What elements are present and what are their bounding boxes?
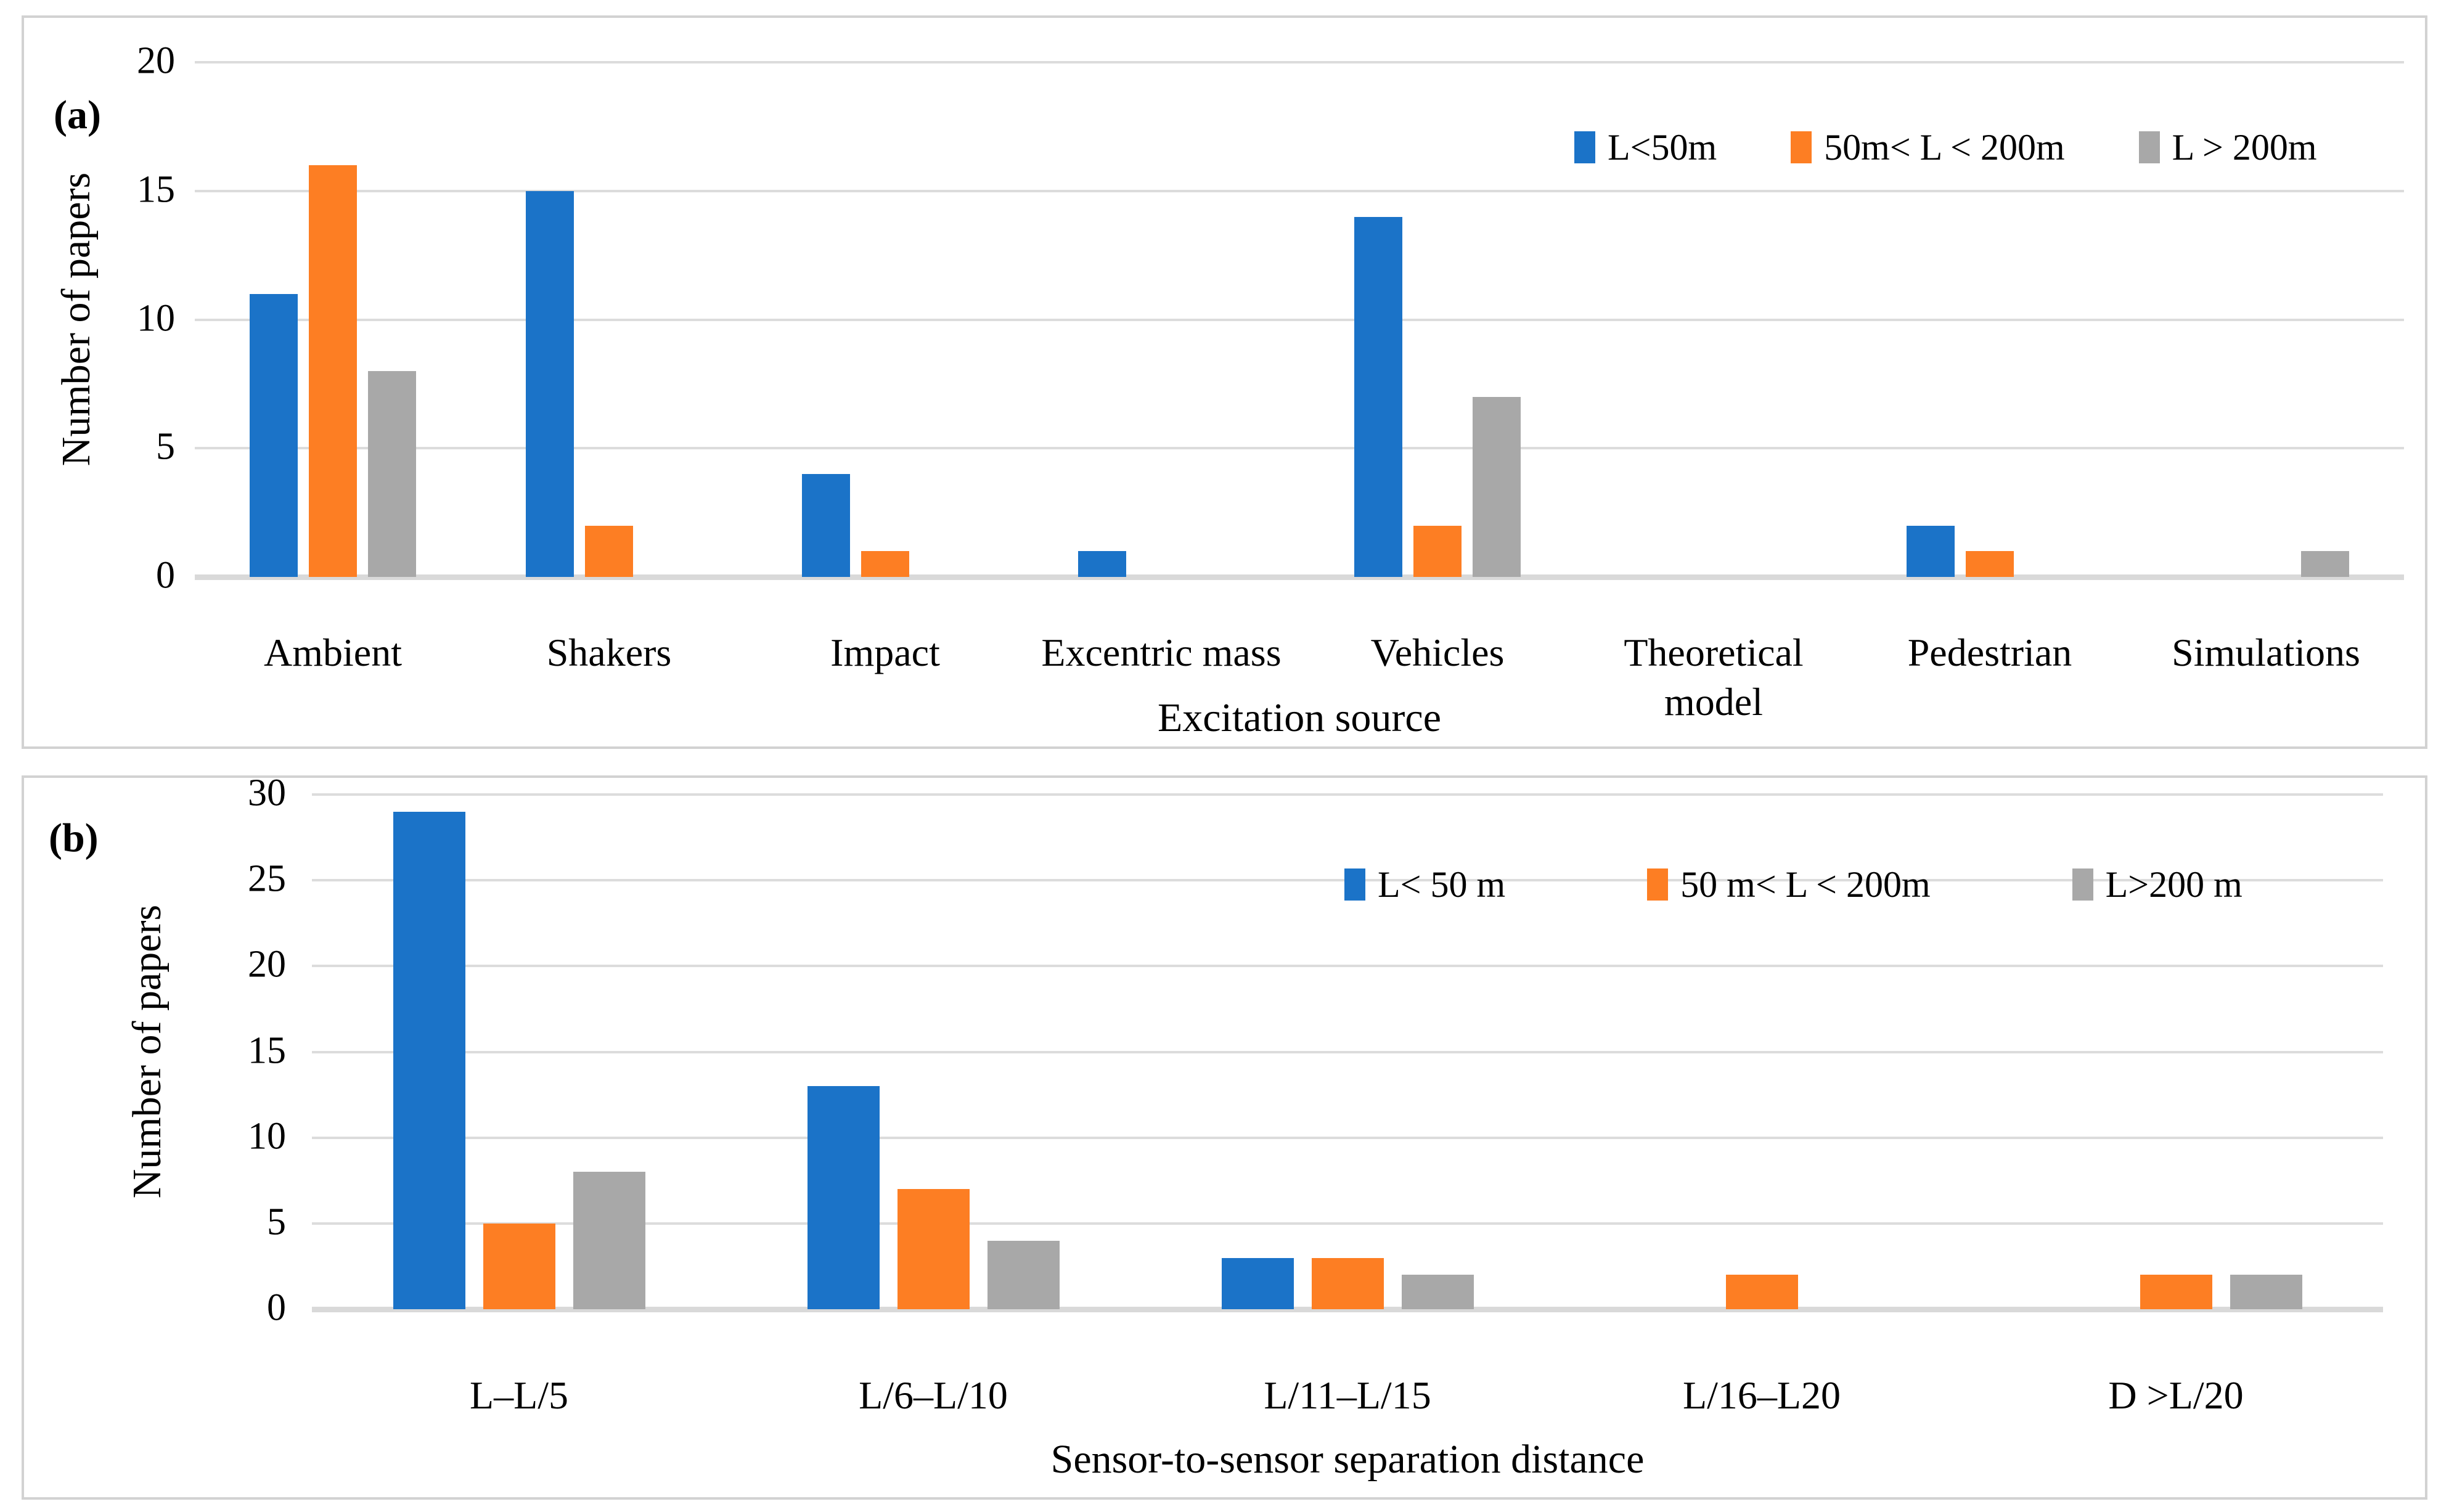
bar [987,1240,1060,1309]
gridline [195,189,2404,192]
x-category-label: Excentric mass [1041,631,1282,674]
legend-label: L<50m [1608,127,1717,168]
figure-panel-a: (a) Number of papers Excitation source 0… [22,15,2427,749]
legend-label: L< 50 m [1378,864,1506,905]
bar [1078,551,1126,577]
bar [897,1189,970,1309]
bar [807,1086,880,1309]
x-category-label: Vehicles [1370,631,1505,674]
x-category-label: Simulations [2172,631,2360,674]
gridline [195,447,2404,450]
y-tick-label: 0 [156,554,175,597]
legend-item: L< 50 m [1344,866,1505,903]
gridline [312,1136,2383,1139]
legend-item: 50 m< L < 200m [1647,864,1931,905]
x-category-label: L–L/5 [470,1373,568,1417]
figure-panel-b: (b) Number of papers Sensor-to-sensor se… [22,772,2427,1500]
x-category-label: Impact [830,631,940,674]
y-tick-label: 5 [267,1201,286,1243]
bar [1354,216,1402,577]
y-tick-label: 5 [156,425,175,468]
legend-label: 50m< L < 200m [1824,127,2065,168]
bar [2230,1275,2302,1309]
y-tick-label: 20 [248,943,286,986]
x-category-label: L/6–L/10 [859,1373,1008,1417]
y-tick-label: 0 [267,1286,286,1329]
bar [368,371,416,577]
gridline [312,793,2383,796]
bar [1907,525,1955,577]
y-tick-label: 10 [248,1115,286,1158]
bar [1966,551,2014,577]
y-tick-label: 15 [248,1029,286,1072]
legend-label: L > 200m [2172,127,2317,168]
legend-item: L > 200m [2138,127,2317,168]
bar [1725,1275,1798,1309]
x-category-label: L/16–L20 [1683,1373,1841,1417]
bar [1413,525,1462,577]
bar [1221,1257,1294,1309]
panel-b-legend: L< 50 m 50 m< L < 200m L>200 m [1344,866,2243,903]
gridline [195,61,2404,63]
gridline [312,965,2383,968]
legend-label: L>200 m [2105,864,2243,905]
x-category-label: Shakers [546,631,672,674]
bar [1473,396,1521,577]
x-category-label: Pedestrian [1907,631,2072,674]
legend-item: L>200 m [2072,866,2243,903]
panel-b-x-axis-title: Sensor-to-sensor separation distance [1050,1437,1645,1482]
legend-marker-icon [2138,131,2160,163]
legend-marker-icon [1647,868,1669,901]
y-tick-label: 20 [137,39,175,82]
bar [1401,1275,1474,1309]
legend-item: L<50m [1574,129,1717,166]
gridline [312,1222,2383,1225]
bar [2301,551,2349,577]
x-category-label: Theoretical model [1624,631,1804,724]
panel-b-label: (b) [49,815,99,860]
x-axis-line [195,574,2404,580]
bar [2140,1275,2212,1309]
legend-label: 50 m< L < 200m [1680,864,1931,905]
x-category-label: L/11–L/15 [1264,1373,1431,1417]
gridline [195,318,2404,321]
bar [250,293,298,577]
y-tick-label: 10 [137,297,175,340]
bar [393,811,465,1309]
legend-marker-icon [1574,131,1595,163]
bar [802,474,850,577]
bar [573,1172,645,1309]
bar [526,190,574,577]
bar [309,165,357,577]
x-axis-line [312,1307,2383,1312]
legend-marker-icon [2072,868,2093,901]
y-tick-label: 15 [137,168,175,211]
y-tick-label: 30 [248,772,286,814]
panel-a-x-axis-title: Excitation source [1157,695,1442,740]
panel-a-legend: L<50m 50m< L < 200m L > 200m [1574,129,2317,166]
bar [483,1223,555,1309]
bar [861,551,909,577]
panel-a-label: (a) [54,92,101,137]
legend-item: 50m< L < 200m [1791,127,2065,168]
legend-marker-icon [1344,868,1365,901]
x-category-label: Ambient [264,631,402,674]
legend-marker-icon [1791,131,1812,163]
gridline [312,1050,2383,1053]
y-tick-label: 25 [248,857,286,900]
bar [585,525,633,577]
x-category-label: D >L/20 [2108,1373,2244,1417]
bar [1311,1257,1384,1309]
